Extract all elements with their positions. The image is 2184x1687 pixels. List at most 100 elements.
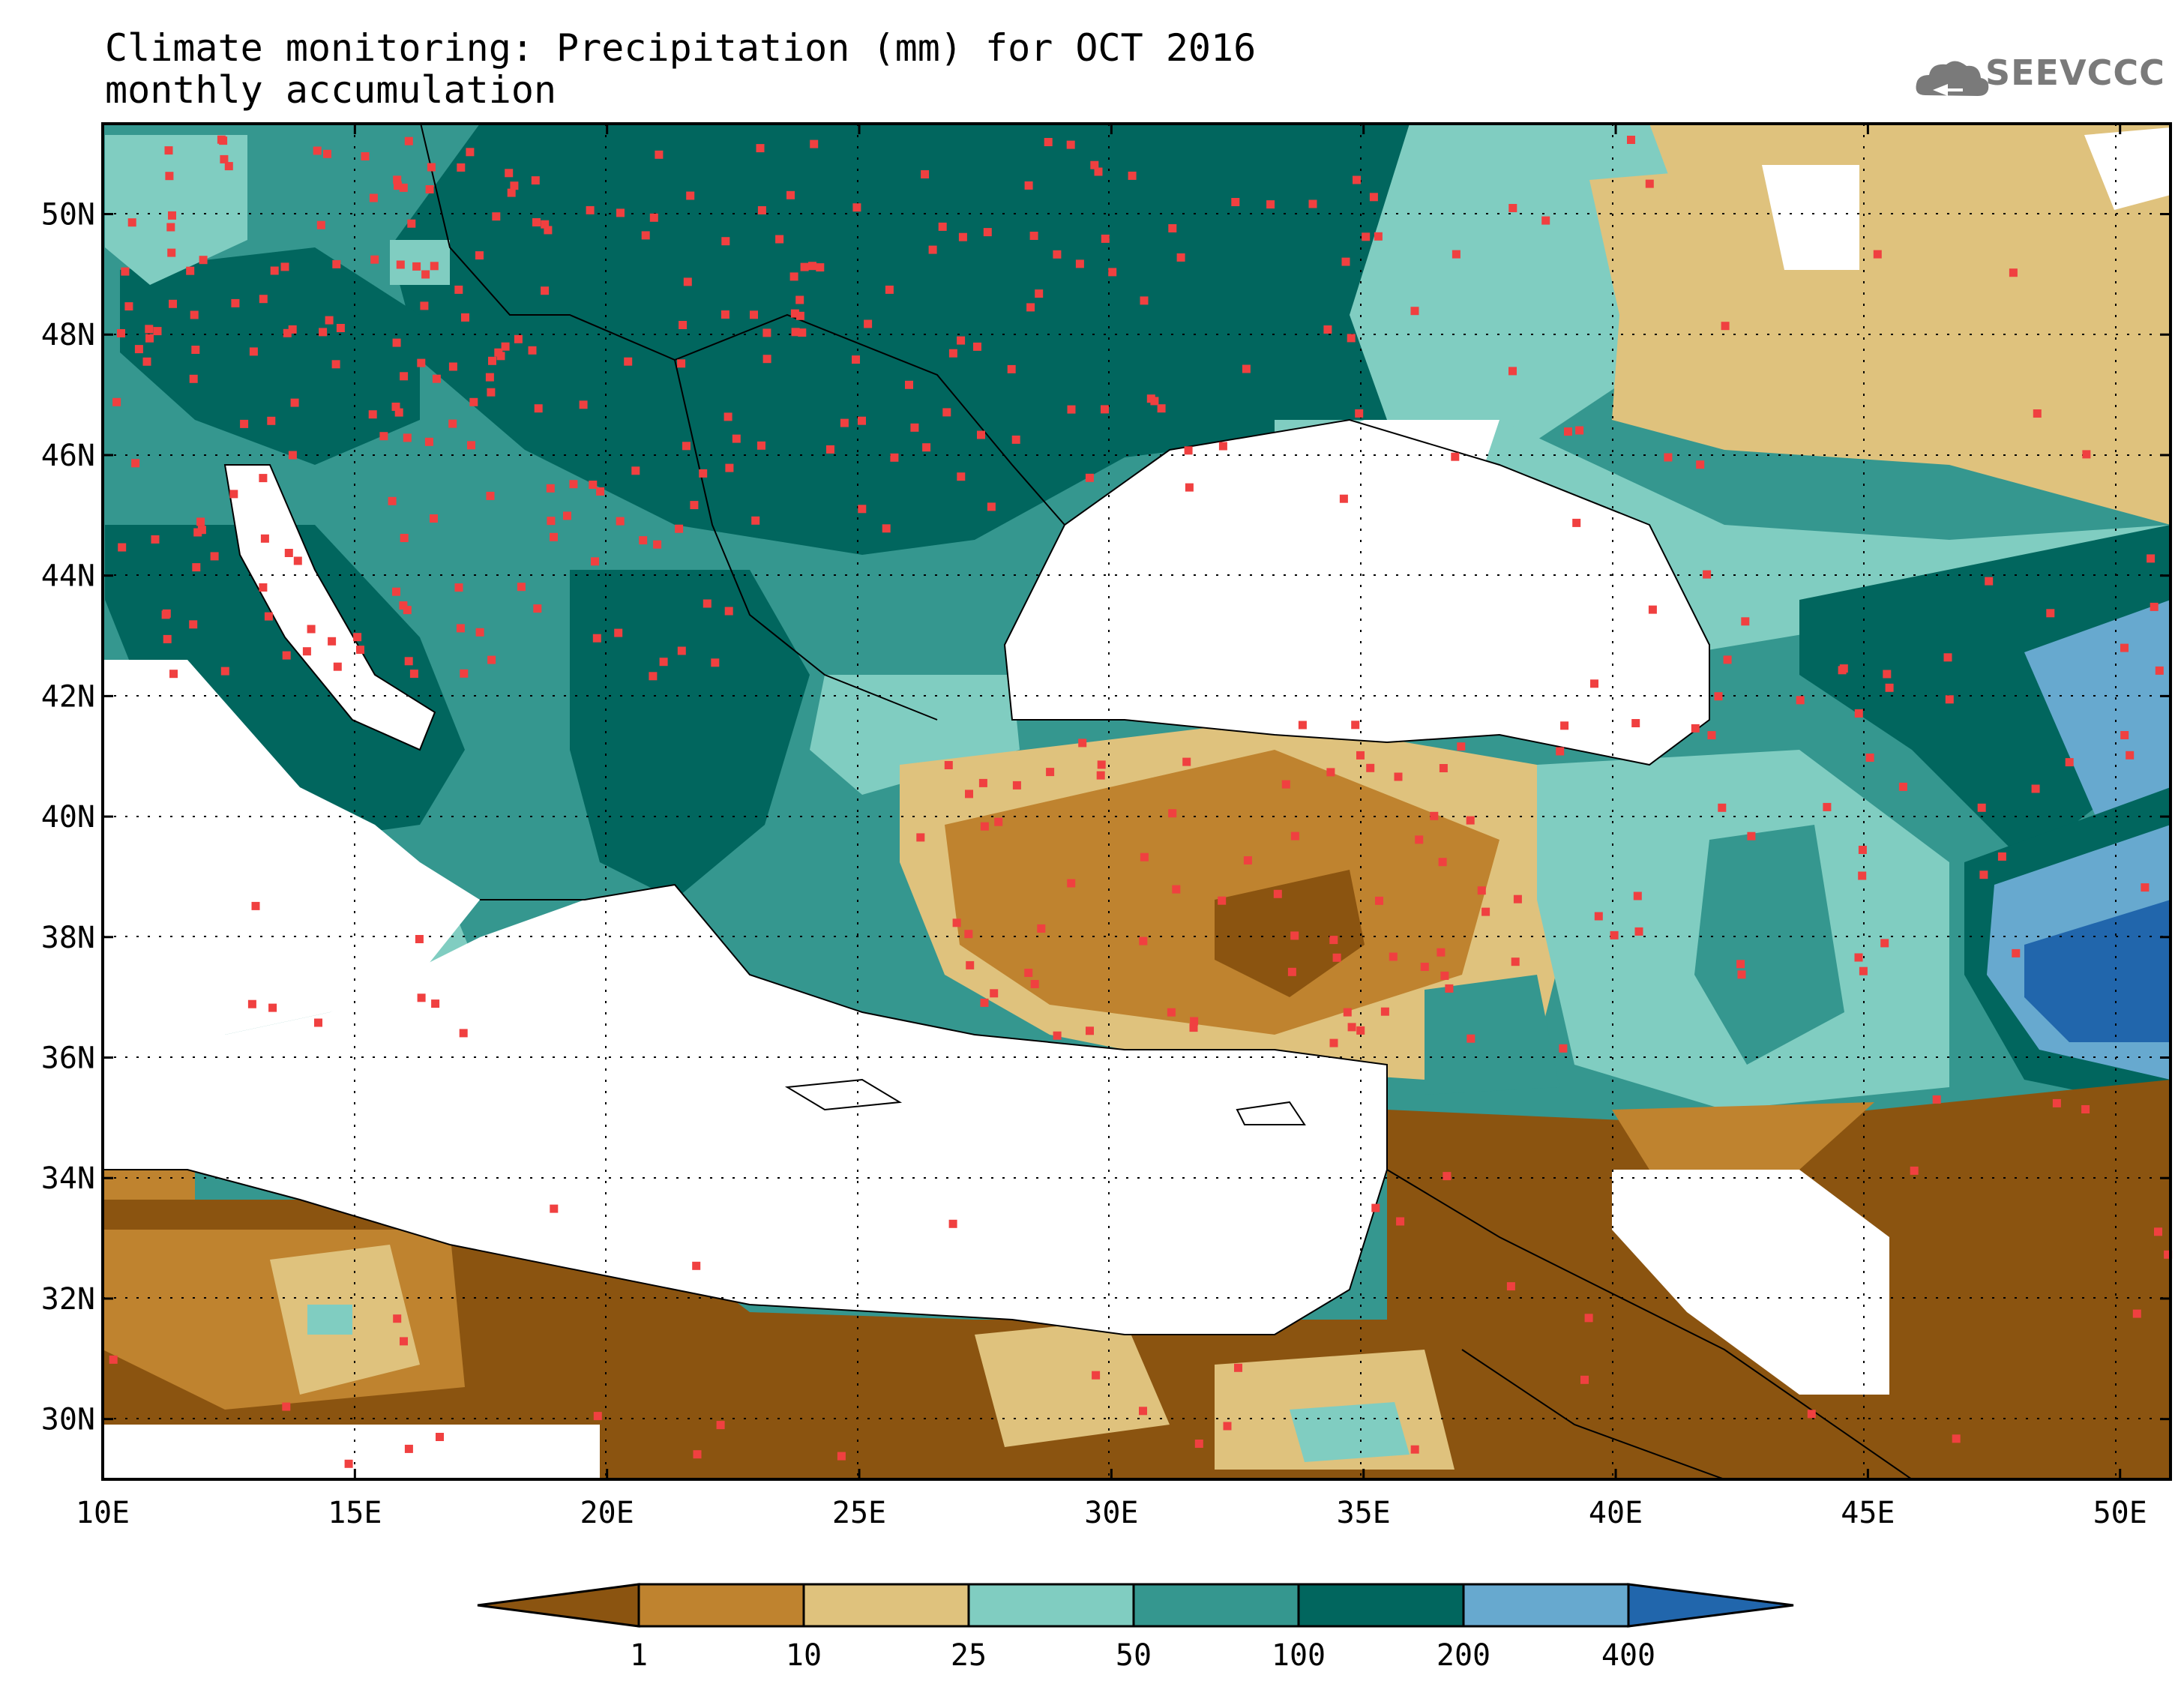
station-marker [1139,1407,1147,1416]
station-marker [952,918,961,927]
station-marker [325,316,334,325]
station-marker [1854,953,1863,962]
station-marker [1823,802,1832,811]
station-marker [1807,1410,1816,1419]
station-marker [550,532,558,541]
lat-tick-label: 50N [41,198,95,232]
colorbar-bin [967,1583,1135,1628]
station-marker [486,491,495,500]
station-marker [1362,232,1371,241]
station-marker [757,206,766,214]
station-marker [1508,367,1517,376]
station-marker [1721,322,1730,331]
station-marker [2154,1227,2162,1236]
station-marker [1347,1023,1356,1032]
station-marker [415,935,424,943]
colorbar-label: 400 [1601,1638,1655,1673]
station-marker [1092,1371,1101,1380]
station-marker [190,310,199,319]
station-marker [703,599,712,608]
station-marker [393,1314,402,1323]
colorbar-bin [802,1583,970,1628]
station-marker [944,761,953,769]
station-marker [1185,483,1194,492]
station-marker [531,176,540,185]
station-marker [649,672,658,681]
station-marker [117,329,125,337]
station-marker [1580,1375,1589,1384]
station-marker [142,357,151,366]
station-marker [544,226,553,235]
station-marker [1176,253,1185,262]
station-marker [800,262,809,271]
station-marker [1885,683,1894,692]
longitude-axis: 10E 15E 20E 25E 30E 35E 40E 45E 50E [76,124,2147,1530]
station-marker [400,1337,408,1346]
station-marker [916,833,925,842]
station-marker [191,346,200,354]
station-marker [541,220,550,229]
station-marker [220,154,229,163]
station-marker [750,310,758,319]
station-marker [505,169,514,178]
map-frame [101,122,2172,1481]
station-marker [980,822,989,831]
station-marker [1985,577,1994,586]
station-marker [466,148,475,157]
station-marker [1977,803,1986,812]
station-marker [987,502,996,511]
station-marker [189,374,198,383]
station-marker [655,150,664,159]
logo-text: SEEVCCC [1985,52,2165,93]
station-marker [1508,204,1517,212]
station-marker [510,181,519,190]
station-marker [686,191,695,200]
station-marker [1281,780,1290,789]
station-marker [1218,896,1227,905]
station-marker [1511,957,1520,966]
station-marker [283,328,292,337]
station-marker [259,295,268,304]
station-marker [614,628,623,637]
station-marker [280,262,289,271]
station-marker [1353,175,1361,184]
station-marker [762,355,771,364]
station-marker [1343,1008,1352,1017]
station-marker [1741,617,1750,626]
station-marker [1067,405,1076,414]
station-marker [1194,1440,1203,1448]
station-marker [1838,666,1847,675]
station-marker [1053,1031,1062,1040]
station-marker [1128,171,1137,180]
station-marker [808,262,816,271]
station-marker [1266,200,1275,209]
station-marker [786,190,795,199]
colorbar-label: 100 [1272,1638,1326,1673]
station-marker [675,524,684,533]
station-marker [118,543,127,552]
station-marker [547,517,556,526]
station-marker [1168,224,1177,232]
station-marker [1664,453,1673,462]
station-marker [2155,666,2164,675]
lat-tick-label: 36N [41,1041,95,1076]
station-marker [1007,364,1016,373]
station-marker [1086,1026,1094,1035]
station-marker [412,262,421,271]
station-marker [592,634,601,643]
station-marker [1097,760,1106,769]
station-marker [990,989,999,998]
station-marker [293,556,302,565]
station-marker [1873,250,1882,259]
station-marker [994,817,1003,826]
station-marker [1945,695,1954,704]
station-marker [112,397,121,406]
station-marker [569,480,578,489]
station-marker [369,193,378,202]
station-marker [1326,768,1335,777]
station-marker [795,295,804,304]
station-marker [852,355,860,364]
station-marker [1437,948,1446,957]
station-marker [231,298,240,307]
graticule [103,124,2171,1479]
